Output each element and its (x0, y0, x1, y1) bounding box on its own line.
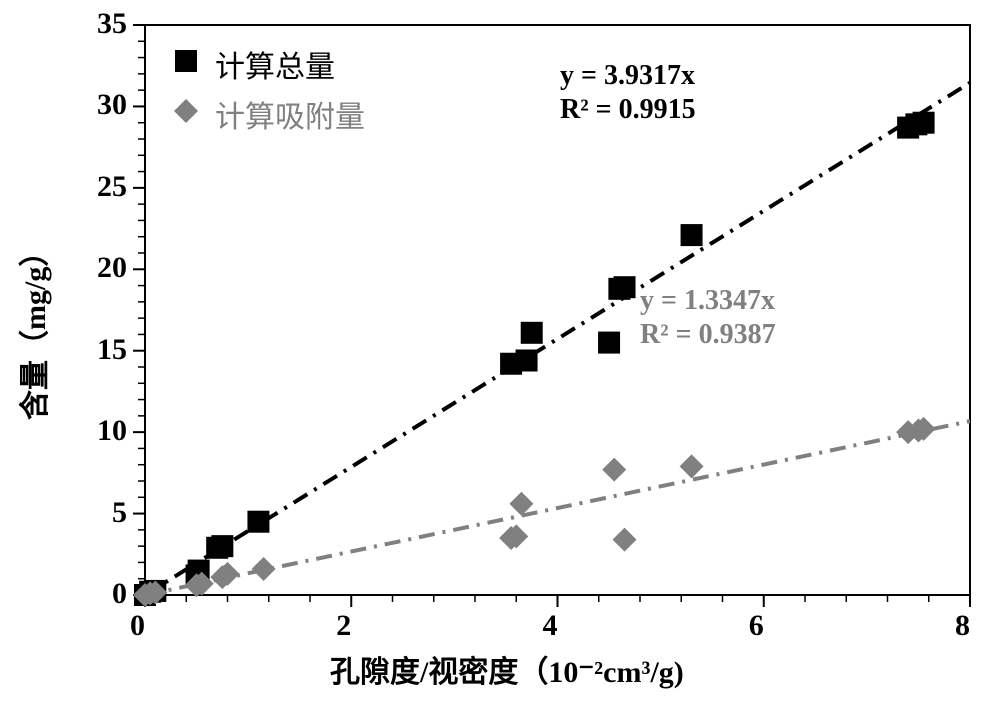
x-axis-label: 孔隙度/视密度（10⁻²cm³/g) (330, 647, 684, 691)
x-tick-label: 4 (543, 609, 558, 643)
y-tick-label: 20 (97, 251, 127, 285)
x-tick-label: 2 (336, 609, 351, 643)
y-tick-label: 0 (112, 577, 127, 611)
x-tick-label: 8 (955, 609, 970, 643)
scatter-chart: 0 2 4 6 8 0 5 10 15 20 25 30 35 孔隙度/视密度（10⁻²cm³/g) 含量（… (0, 0, 1000, 714)
fit-equation: y = 3.9317x (560, 60, 695, 92)
y-tick-label: 10 (97, 414, 127, 448)
fit-r2: R² = 0.9387 (640, 319, 776, 351)
x-tick-label: 0 (130, 609, 145, 643)
y-tick-label: 30 (97, 88, 127, 122)
y-tick-label: 5 (112, 496, 127, 530)
y-tick-label: 35 (97, 7, 127, 41)
x-tick-label: 6 (749, 609, 764, 643)
y-tick-label: 25 (97, 170, 127, 204)
chart-svg (0, 0, 1000, 714)
y-axis-label: 含量（mg/g） (10, 237, 54, 420)
legend-item-label: 计算吸附量 (215, 92, 365, 136)
y-tick-label: 15 (97, 333, 127, 367)
fit-equation: y = 1.3347x (640, 285, 775, 317)
fit-r2: R² = 0.9915 (560, 94, 696, 126)
legend-item-label: 计算总量 (215, 42, 335, 86)
